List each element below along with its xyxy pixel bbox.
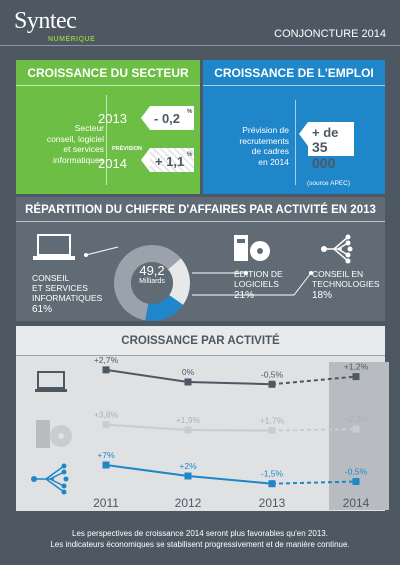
employment-source: (source APEC) (307, 180, 350, 187)
series-line-segment (271, 480, 357, 485)
growth-chart-divider (16, 355, 385, 356)
revenue-breakdown-panel: RÉPARTITION DU CHIFFRE D'AFFAIRES PAR AC… (16, 197, 385, 321)
data-point (184, 426, 192, 434)
growth-chart-title: CROISSANCE PAR ACTIVITÉ (121, 335, 280, 347)
data-label: -0,5% (261, 369, 284, 379)
software-box-icon (36, 420, 72, 448)
data-point (184, 378, 192, 386)
category-consulting-services: CONSEIL ET SERVICES INFORMATIQUES 61% (32, 273, 103, 315)
data-label: +2,2% (344, 414, 369, 424)
data-label: +2% (179, 461, 197, 471)
series-line-segment (105, 423, 189, 431)
series-line-segment (105, 368, 189, 383)
pie-slice (167, 258, 190, 305)
sector-year-2013: 2013 (98, 111, 127, 126)
x-tick-label: 2013 (259, 496, 286, 510)
forecast-highlight-column (329, 362, 389, 510)
sector-vertical-divider (106, 95, 107, 185)
software-box-icon (234, 235, 270, 261)
series-line-segment (105, 464, 189, 477)
series-line-segment (187, 381, 273, 386)
employment-description: Prévision de recrutements de cadres en 2… (239, 125, 289, 167)
revenue-breakdown-divider (16, 221, 385, 222)
data-point (352, 425, 360, 433)
brand-logo: Syntec (14, 8, 77, 34)
data-label: +1,9% (176, 415, 201, 425)
category-technology-consulting: CONSEIL EN TECHNOLOGIES 18% (312, 269, 380, 301)
sector-growth-divider (16, 85, 200, 86)
pie-slice (145, 295, 184, 321)
x-tick-label: 2014 (343, 496, 370, 510)
data-point (102, 461, 110, 469)
data-label: +7% (97, 450, 115, 460)
series-line-segment (187, 429, 273, 432)
header-divider (0, 45, 400, 46)
pie-slice (114, 245, 181, 321)
sector-year-2014: 2014 (98, 156, 127, 171)
employment-growth-title: CROISSANCE DE L'EMPLOI (214, 66, 374, 80)
data-label: +1,2% (344, 362, 369, 372)
data-label: +1,7% (260, 416, 285, 426)
forecast-label: PRÉVISION (112, 146, 142, 152)
data-point (102, 421, 110, 429)
data-point (268, 480, 276, 488)
x-tick-label: 2011 (93, 496, 119, 510)
data-point (352, 478, 360, 485)
pie-hole (131, 262, 173, 304)
pie-leader-lines (84, 246, 313, 296)
laptop-icon (35, 371, 67, 392)
data-point (268, 380, 276, 388)
employment-value-tag: + de 35 000 (299, 122, 354, 171)
sector-growth-title: CROISSANCE DU SECTEUR (27, 66, 189, 80)
revenue-breakdown-title: RÉPARTITION DU CHIFFRE D'AFFAIRES PAR AC… (25, 204, 376, 216)
brand-logo-subtitle: NUMÉRIQUE (48, 36, 96, 43)
data-label: 0% (182, 367, 195, 377)
employment-growth-divider (203, 85, 385, 86)
data-label: -0,5% (345, 467, 368, 477)
pie-center-label: 49,2 Milliards (139, 263, 165, 285)
growth-chart-header (16, 326, 385, 356)
data-label: -1,5% (261, 469, 284, 479)
category-software-publishing: ÉDITION DE LOGICIELS 21% (234, 269, 283, 301)
growth-line-chart: +2,7% 0% -0,5% +1,2% +3,8% +1,9% +1,7% +2,2% +7%… (93, 355, 370, 510)
report-period: CONJONCTURE 2014 (274, 28, 386, 40)
sector-description: Secteur conseil, logiciel et services in… (46, 123, 104, 165)
network-icon (321, 234, 353, 264)
employment-vertical-divider (295, 100, 296, 185)
series-line-segment (271, 375, 357, 386)
data-point (268, 427, 276, 435)
data-point (184, 472, 192, 480)
footer-note: Les perspectives de croissance 2014 sero… (50, 529, 350, 549)
data-label: +3,8% (94, 410, 119, 420)
growth-by-activity-panel: CROISSANCE PAR ACTIVITÉ +2,7% 0% -0,5% +1,2… (16, 326, 389, 511)
data-point (352, 373, 360, 381)
revenue-pie-chart (114, 245, 190, 321)
sector-value-2014: + 1,1 % (141, 148, 194, 172)
x-tick-label: 2012 (175, 496, 202, 510)
data-label: +2,7% (94, 355, 119, 365)
network-icon (31, 463, 69, 495)
sector-growth-panel: CROISSANCE DU SECTEUR Secteur conseil, l… (16, 60, 200, 194)
laptop-icon (33, 234, 75, 260)
series-line-segment (187, 475, 273, 485)
series-line-segment (271, 428, 357, 432)
data-point (102, 366, 110, 374)
employment-growth-panel: CROISSANCE DE L'EMPLOI Prévision de recr… (203, 60, 385, 194)
sector-value-2013: - 0,2 % (141, 106, 194, 130)
